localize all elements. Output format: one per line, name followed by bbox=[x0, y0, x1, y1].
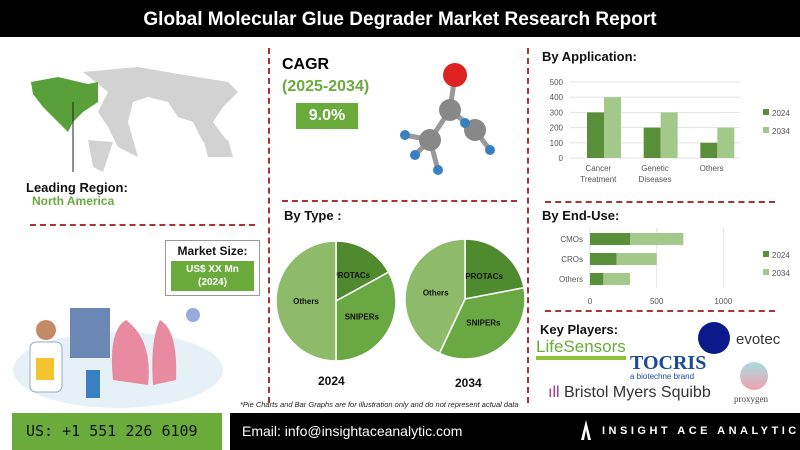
y-tick-label: 300 bbox=[550, 108, 564, 117]
cagr-label: CAGR bbox=[282, 56, 330, 73]
bar-2024 bbox=[587, 112, 604, 158]
y-tick-label: CROs bbox=[561, 255, 583, 264]
pie-slice-others bbox=[404, 238, 466, 355]
legend-label: 2024 bbox=[772, 251, 790, 260]
evotec-logo: evotec bbox=[736, 331, 781, 348]
y-tick-label: Others bbox=[559, 275, 583, 284]
disclaimer: *Pie Charts and Bar Graphs are for illus… bbox=[240, 400, 519, 409]
x-tick-label: Genetic bbox=[641, 164, 669, 173]
divider bbox=[282, 200, 517, 202]
brand-name: INSIGHT ACE ANALYTIC bbox=[602, 425, 800, 437]
market-size-label: Market Size: bbox=[177, 244, 248, 258]
bar-2024 bbox=[590, 253, 617, 265]
bar-2024 bbox=[700, 142, 718, 158]
email-link[interactable]: Email: info@insightaceanalytic.com bbox=[242, 423, 463, 439]
tocris-tagline: a biotechne brand bbox=[630, 372, 695, 381]
bms-logo: ıll Bristol Myers Squibb bbox=[548, 384, 711, 401]
y-tick-label: 400 bbox=[550, 93, 564, 102]
proxygen-logo-icon bbox=[740, 362, 768, 390]
bar-2034 bbox=[630, 233, 684, 245]
divider bbox=[268, 48, 270, 403]
tocris-logo: TOCRIS bbox=[630, 352, 707, 374]
y-tick-label: 200 bbox=[550, 124, 564, 133]
bar-2034 bbox=[603, 273, 630, 285]
legend-swatch bbox=[763, 269, 769, 275]
legend-swatch bbox=[763, 127, 769, 133]
legend-swatch bbox=[763, 109, 769, 115]
world-map bbox=[31, 67, 238, 172]
leading-region-label: Leading Region: bbox=[26, 180, 128, 195]
y-tick-label: 500 bbox=[550, 78, 564, 87]
pie-slice-others bbox=[275, 240, 337, 362]
x-tick-label: Cancer bbox=[585, 164, 611, 173]
x-tick-label: Others bbox=[700, 164, 724, 173]
pie-label: PROTACs bbox=[332, 271, 370, 280]
x-tick-label: Diseases bbox=[639, 175, 672, 184]
application-bar-chart: 0 100 200 300 400 500 Cancer Treatment Genetic Di… bbox=[550, 78, 791, 184]
legend-label: 2034 bbox=[772, 269, 790, 278]
x-tick-label: 0 bbox=[588, 297, 593, 306]
y-tick-label: CMOs bbox=[560, 235, 583, 244]
footer-bar bbox=[230, 413, 800, 450]
pie-2034-title: 2034 bbox=[455, 376, 482, 390]
pie-slice-protacs bbox=[464, 238, 525, 300]
bar-2034 bbox=[660, 112, 678, 158]
market-size-value: US$ XX Mn bbox=[186, 264, 239, 275]
cagr-value: 9.0% bbox=[296, 103, 358, 129]
divider bbox=[30, 224, 255, 226]
type-pie-charts: PROTACs SNIPERs Others PROTACs SNIPERs Others bbox=[275, 238, 526, 362]
report-title: Global Molecular Glue Degrader Market Re… bbox=[0, 0, 800, 40]
by-type-label: By Type : bbox=[284, 208, 342, 223]
lifesensors-logo: LifeSensors bbox=[536, 338, 626, 360]
pie-label: Others bbox=[293, 297, 319, 306]
divider bbox=[527, 48, 529, 403]
bar-2024 bbox=[590, 233, 630, 245]
legend-label: 2034 bbox=[772, 127, 790, 136]
bar-2034 bbox=[604, 97, 621, 158]
legend-label: 2024 bbox=[772, 109, 790, 118]
x-tick-label: 1000 bbox=[714, 297, 732, 306]
pie-slice-protacs bbox=[335, 240, 390, 303]
pie-label: Others bbox=[423, 288, 449, 297]
pie-label: PROTACs bbox=[465, 272, 503, 281]
molecule-icon bbox=[400, 63, 495, 175]
pie-2024-title: 2024 bbox=[318, 374, 345, 388]
legend-swatch bbox=[763, 251, 769, 257]
pie-label: SNIPERs bbox=[345, 312, 380, 321]
bar-2034 bbox=[616, 253, 657, 265]
pie-label: SNIPERs bbox=[466, 319, 501, 328]
leading-region-value: North America bbox=[32, 194, 115, 208]
bar-2024 bbox=[643, 127, 661, 158]
y-tick-label: 100 bbox=[550, 139, 564, 148]
market-size-box: Market Size: US$ XX Mn (2024) bbox=[165, 240, 260, 296]
north-america-highlight bbox=[31, 77, 98, 132]
divider bbox=[545, 201, 775, 203]
end-use-bar-chart: 0 500 1000 CMOs CROs Others 2024 2034 bbox=[559, 228, 790, 306]
key-players-label: Key Players: bbox=[540, 322, 619, 337]
pie-slice-snipers bbox=[438, 286, 526, 360]
bar-2024 bbox=[590, 273, 604, 285]
by-end-use-label: By End-Use: bbox=[542, 208, 620, 223]
medical-illustration bbox=[13, 308, 223, 408]
proxygen-logo: proxygen bbox=[734, 394, 768, 404]
cagr-period: (2025-2034) bbox=[282, 78, 370, 95]
bms-logo-text: Bristol Myers Squibb bbox=[564, 384, 711, 401]
bar-2034 bbox=[717, 127, 735, 158]
x-tick-label: Treatment bbox=[580, 175, 617, 184]
phone-number[interactable]: US: +1 551 226 6109 bbox=[12, 413, 222, 450]
by-application-label: By Application: bbox=[542, 49, 637, 64]
divider bbox=[545, 310, 775, 312]
insight-ace-logo-icon bbox=[581, 420, 591, 440]
evotec-logo-icon bbox=[698, 322, 730, 354]
y-tick-label: 0 bbox=[559, 154, 564, 163]
pie-slice-snipers bbox=[335, 271, 397, 362]
market-size-year: (2024) bbox=[198, 277, 227, 288]
x-tick-label: 500 bbox=[650, 297, 664, 306]
